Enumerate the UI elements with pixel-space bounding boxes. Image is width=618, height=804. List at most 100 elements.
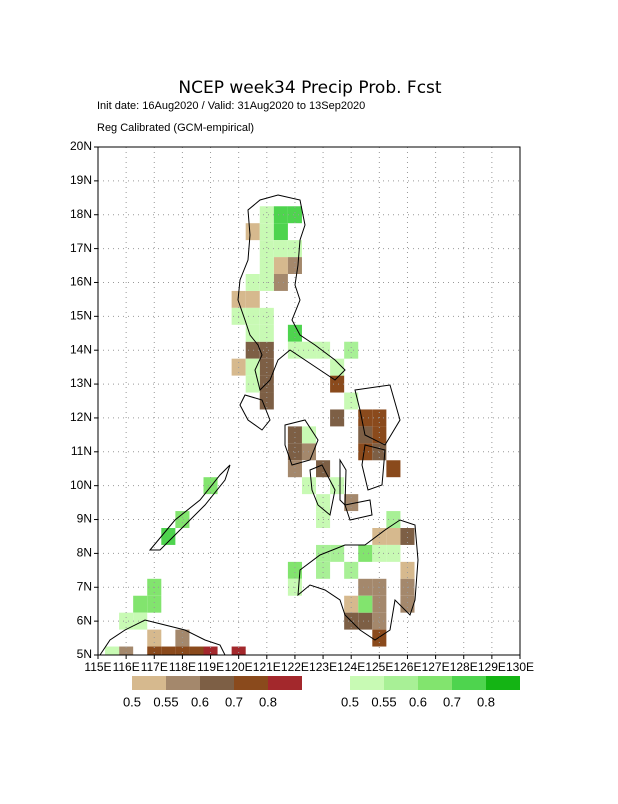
x-tick-label: 123E [309,660,337,674]
prob-cell [344,392,359,410]
prob-cell [287,443,302,461]
legend-label: 0.5 [341,694,359,709]
prob-cell [175,629,190,647]
prob-cell [147,595,162,613]
x-tick-label: 122E [281,660,309,674]
y-tick-label: 14N [70,342,92,356]
cells [105,206,415,655]
prob-cell [358,595,373,613]
chart-title: NCEP week34 Precip Prob. Fcst [178,78,442,98]
prob-cell [105,646,120,655]
prob-cell [358,443,373,461]
y-tick-label: 15N [70,309,92,323]
y-tick-label: 13N [70,376,92,390]
coast-mindanao [297,519,419,641]
prob-cell [330,544,345,562]
legend-label: 0.6 [409,694,427,709]
legend-swatch [268,676,302,690]
prob-cell [259,375,274,393]
legend-swatch [234,676,268,690]
prob-cell [133,612,148,630]
prob-cell [273,274,288,291]
prob-cell [372,595,387,613]
prob-cell [330,358,345,376]
legend-label: 0.55 [371,694,396,709]
prob-cell [259,223,274,241]
prob-cell [386,460,401,478]
x-tick-label: 120E [225,660,253,674]
prob-cell [287,561,302,579]
prob-cell [245,375,260,393]
prob-cell [358,409,373,427]
y-tick-label: 11N [71,444,92,458]
y-tick-label: 16N [70,275,92,289]
prob-cell [119,646,134,655]
prob-cell [189,646,204,655]
prob-cell [400,595,415,613]
legend-label: 0.8 [259,694,277,709]
prob-cell [245,307,260,325]
prob-cell [231,290,246,308]
prob-cell [287,240,302,258]
prob-cell [147,646,162,655]
coast-luzon [237,194,346,391]
x-tick-label: 119E [197,660,224,674]
y-tick-label: 5N [77,647,92,661]
subtitle: Init date: 16Aug2020 / Valid: 31Aug2020 … [97,100,365,112]
prob-cell [372,426,387,444]
prob-cell [273,240,288,258]
y-tick-label: 18N [70,207,92,221]
prob-cell [301,426,317,444]
y-tick-label: 12N [70,410,92,424]
coast-panay [284,419,319,466]
prob-cell [245,290,260,308]
prob-cell [330,375,345,393]
legend-swatch [350,676,384,690]
x-tick-label: 117E [141,660,168,674]
prob-cell [245,324,260,342]
legend-label: 0.55 [153,694,178,709]
prob-cell [287,426,302,444]
prob-cell [273,257,288,274]
legend-label: 0.5 [123,694,141,709]
x-tick-label: 128E [450,660,478,674]
coast-leyte [361,444,386,491]
prob-cell [245,274,260,291]
prob-cell [259,392,274,410]
prob-cell [259,341,274,359]
x-tick-label: 126E [393,660,421,674]
coast-palawan [148,464,231,551]
x-tick-label: 118E [169,660,196,674]
prob-cell [372,544,387,562]
prob-cell [287,341,302,359]
x-tick-label: 127E [422,660,450,674]
coast-bohol [344,499,373,521]
x-tick-label: 115E [84,660,111,674]
x-tick-label: 121E [253,660,281,674]
coast-mindoro [239,394,271,431]
legend: 0.5 0.55 0.6 0.7 0.8 0.5 0.55 0.6 0.7 0.8 [123,676,520,709]
prob-cell [287,324,302,342]
y-tick-label: 10N [70,478,92,492]
prob-cell [245,358,260,376]
prob-cell [259,206,274,224]
prob-cell [273,223,288,241]
prob-cell [316,561,331,579]
prob-cell [400,561,415,579]
prob-cell [287,206,302,224]
legend-swatch [452,676,486,690]
legend-label: 0.8 [477,694,495,709]
prob-cell [259,240,274,258]
grid: 115E 116E 117E 118E 119E 120E 121E 122E 123E 124E… [70,139,534,674]
y-tick-label: 9N [77,512,92,526]
prob-cell [203,477,218,495]
plot-frame [97,146,521,656]
y-tick-label: 17N [70,241,92,255]
legend-swatch [166,676,200,690]
prob-cell [133,595,148,613]
prob-cell [400,528,415,545]
x-tick-label: 129E [478,660,506,674]
coast-negros [309,464,336,516]
